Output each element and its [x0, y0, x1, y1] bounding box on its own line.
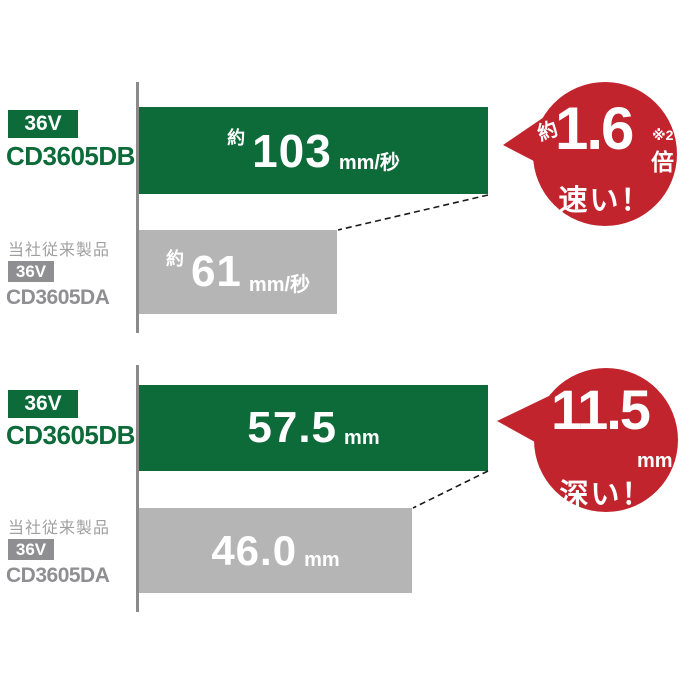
depth-old-voltage-label: 36V — [15, 539, 47, 559]
depth-callout-caption: 深い！ — [559, 479, 653, 511]
speed-old-unit: mm/秒 — [248, 273, 311, 296]
depth-old-model-label: CD3605DA — [6, 564, 110, 587]
speed-old-value: 61 — [190, 247, 242, 296]
depth-new-product-bar: 57.5 mm — [139, 385, 488, 471]
speed-callout-footnote: ※2 — [652, 127, 674, 143]
depth-old-value: 46.0 — [211, 526, 298, 574]
speed-new-voltage-label: 36V — [24, 112, 62, 135]
depth-new-value: 57.5 — [247, 403, 338, 452]
speed-new-value: 103 — [252, 124, 332, 177]
speed-dashed-connector — [337, 194, 489, 231]
depth-old-voltage-badge: 36V — [8, 539, 54, 560]
depth-old-unit: mm — [304, 549, 340, 571]
depth-new-voltage-badge: 36V — [8, 390, 78, 418]
speed-old-product-bar: 約 61 mm/秒 — [139, 230, 337, 314]
depth-callout-unit: mm — [637, 450, 673, 472]
speed-callout-value: 1.6 — [555, 95, 634, 162]
depth-callout-bubble: 11.5 mm 深い！ — [534, 368, 678, 512]
speed-new-approx-label: 約 — [227, 127, 246, 148]
speed-old-model-label: CD3605DA — [6, 286, 110, 309]
depth-chart-axis — [136, 365, 139, 612]
depth-old-product-bar: 46.0 mm — [139, 508, 412, 593]
speed-old-approx-label: 約 — [165, 249, 184, 269]
depth-new-unit: mm — [344, 426, 380, 449]
depth-dashed-connector — [412, 470, 489, 509]
speed-callout-bubble: 約 1.6 ※2 倍 速い！ — [533, 82, 677, 226]
speed-new-model-label: CD3605DB — [6, 141, 135, 171]
speed-old-voltage-badge: 36V — [8, 261, 54, 282]
speed-new-voltage-badge: 36V — [8, 110, 78, 138]
depth-old-maker-label: 当社従来製品 — [8, 520, 111, 537]
depth-new-voltage-label: 36V — [24, 392, 62, 415]
speed-callout-suffix: 倍 — [651, 149, 674, 175]
depth-new-model-label: CD3605DB — [6, 420, 135, 450]
speed-new-unit: mm/秒 — [338, 152, 400, 174]
speed-old-maker-label: 当社従来製品 — [8, 242, 111, 259]
speed-callout-caption: 速い！ — [558, 185, 652, 217]
speed-new-product-bar: 約 103 mm/秒 — [139, 107, 488, 194]
speed-chart-axis — [136, 82, 139, 333]
speed-old-voltage-label: 36V — [15, 261, 47, 281]
depth-callout-value: 11.5 — [551, 378, 651, 441]
